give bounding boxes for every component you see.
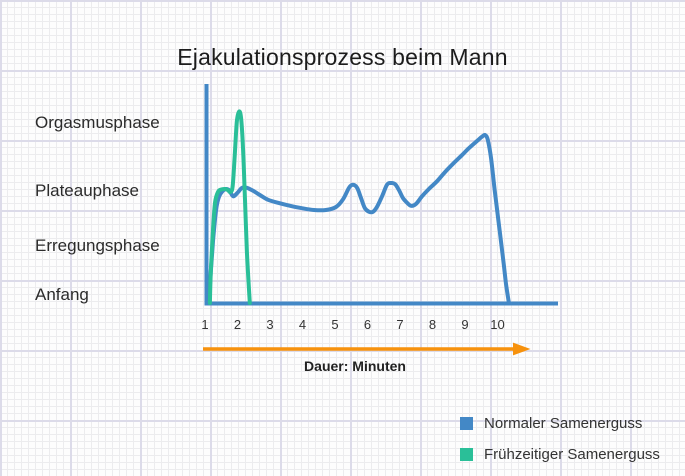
x-tick-label: 7 bbox=[396, 317, 404, 332]
x-axis-title: Dauer: Minuten bbox=[304, 358, 406, 374]
x-tick-label: 4 bbox=[298, 317, 307, 332]
y-label-erregungsphase: Erregungsphase bbox=[35, 236, 160, 255]
legend: Normaler Samenerguss Frühzeitiger Samene… bbox=[460, 413, 660, 475]
x-tick-label: 1 bbox=[201, 317, 209, 332]
normal-ejaculation-curve bbox=[206, 132, 511, 305]
legend-label-normal: Normaler Samenerguss bbox=[484, 414, 643, 432]
legend-item-normal: Normaler Samenerguss bbox=[460, 413, 660, 433]
premature-ejaculation-curve bbox=[207, 109, 252, 305]
duration-arrowhead-icon bbox=[513, 342, 531, 356]
y-label-plateauphase: Plateauphase bbox=[35, 181, 139, 200]
legend-item-premature: Frühzeitiger Samenerguss bbox=[460, 444, 660, 464]
legend-swatch-blue bbox=[460, 416, 473, 430]
data-curves bbox=[206, 109, 511, 305]
legend-swatch-green bbox=[460, 447, 473, 461]
x-tick-label: 9 bbox=[461, 317, 469, 332]
chart-title: Ejakulationsprozess beim Mann bbox=[177, 44, 508, 70]
x-tick-label: 10 bbox=[490, 317, 505, 332]
x-tick-label: 5 bbox=[331, 317, 339, 332]
y-label-anfang: Anfang bbox=[35, 285, 89, 304]
legend-label-premature: Frühzeitiger Samenerguss bbox=[484, 445, 660, 463]
x-tick-label: 6 bbox=[363, 317, 372, 332]
x-tick-label: 3 bbox=[266, 317, 274, 332]
x-tick-label: 2 bbox=[233, 317, 242, 332]
x-tick-label: 8 bbox=[428, 317, 437, 332]
y-label-orgasmusphase: Orgasmusphase bbox=[35, 113, 160, 132]
